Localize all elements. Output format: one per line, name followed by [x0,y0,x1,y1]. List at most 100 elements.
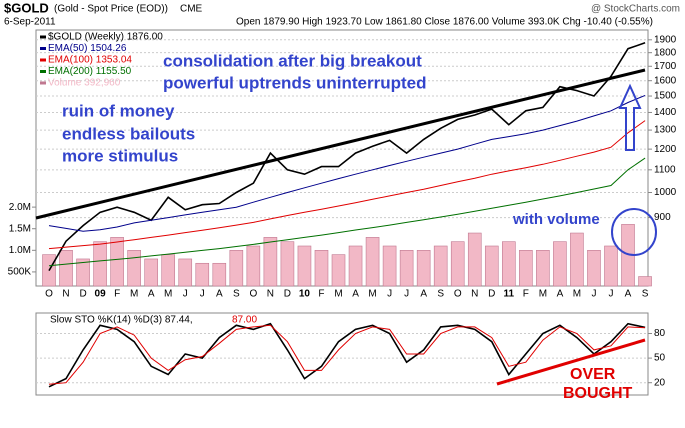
annotation: consolidation after big breakout [163,51,422,70]
y-tick-label: 900 [654,212,671,223]
volume-circle [611,208,657,256]
volume-bar [161,254,176,287]
x-tick-label: A [352,289,359,300]
volume-bar [127,250,141,287]
up-arrow [618,83,642,151]
x-tick-label: F [523,289,529,300]
annotation: BOUGHT [563,385,633,402]
volume-bar [263,237,278,287]
volume-bar [433,245,448,287]
legend-label: EMA(200) 1155.50 [48,66,132,77]
volume-bar [59,250,73,287]
y-tick-label: 1300 [654,125,677,136]
x-tick-label: N [267,289,274,300]
x-tick-label: M [130,289,138,300]
symbol: $GOLD [4,0,49,15]
y2-tick-label: 500K [8,267,32,278]
y-tick-label: 1000 [654,187,677,198]
volume-bar [553,241,567,287]
annotation: with volume [512,211,600,228]
x-tick-label: D [284,289,291,300]
legend-label: EMA(50) 1504.26 [48,43,127,54]
x-tick-label: 11 [504,289,515,300]
quote: Open 1879.90 High 1923.70 Low 1861.80 Cl… [236,17,653,28]
volume-bar [450,241,465,287]
volume-bar [297,245,312,287]
date: 6-Sep-2011 [4,17,56,28]
x-tick-label: O [454,289,462,300]
y-tick-label: 1800 [654,47,677,58]
volume-bar [484,245,499,287]
volume-bar [212,262,227,287]
y-tick-label: 1100 [654,164,676,175]
volume-bar [519,250,533,287]
series-line [48,120,646,250]
x-tick-label: A [420,289,427,300]
annotation: endless bailouts [62,124,195,143]
x-tick-label: J [200,289,205,300]
volume-bar [416,250,431,287]
x-tick-label: A [216,289,223,300]
volume-bar [604,245,618,287]
volume-bar [502,241,516,287]
series-line [48,322,646,388]
y-tick-label: 1500 [654,91,677,102]
x-tick-label: F [318,289,324,300]
legend-label: EMA(100) 1353.04 [48,55,132,66]
volume-bar [587,250,601,287]
x-tick-label: F [114,289,120,300]
x-tick-label: M [539,289,547,300]
volume-bar [348,245,363,287]
annotation: ruin of money [62,101,175,120]
x-tick-label: A [557,289,564,300]
legend-label: Slow STO %K(14) %D(3) 87.44, [50,315,193,326]
x-tick-label: M [334,289,342,300]
x-tick-label: M [573,289,581,300]
volume-bar [382,245,397,287]
annotation: powerful uptrends uninterrupted [163,73,427,92]
x-tick-label: J [183,289,188,300]
x-tick-label: A [148,289,155,300]
plot: 900 1000 1100 1200 1300 1400 1500 1600 1700 1800 1… [8,32,677,403]
x-tick-label: J [387,289,392,300]
volume-bar [399,250,414,287]
volume-bar [144,258,158,287]
volume-bar [280,241,295,287]
volume-bar [76,258,90,287]
price-panel [35,29,649,287]
y2-tick-label: 1.0M [9,245,31,256]
volume-bar [195,262,210,287]
volume-bar [638,276,652,287]
legend-label: $GOLD (Weekly) 1876.00 [48,32,163,43]
x-tick-label: D [79,289,86,300]
series-line [48,324,646,385]
x-tick-label: N [471,289,478,300]
instrument-name: (Gold - Spot Price (EOD)) [54,4,168,15]
volume-bar [93,241,107,287]
series-line [48,42,646,272]
y2-tick-label: 1.5M [9,223,31,234]
x-tick-label: S [437,289,444,300]
exchange: CME [180,4,203,15]
y-tick-label: 80 [654,328,666,339]
volume-bar [536,250,550,287]
volume-bar [314,250,329,287]
y-tick-label: 1600 [654,75,677,86]
volume-bar [110,237,124,287]
legend-label: 87.00 [232,315,257,326]
stoch-trendline [496,338,646,386]
y-tick-label: 1400 [654,107,677,118]
volume-bar [365,237,380,287]
y-tick-label: 1200 [654,144,677,155]
volume-bar [229,250,244,287]
x-tick-label: J [404,289,409,300]
y2-tick-label: 2.0M [9,202,31,213]
source: @ StockCharts.com [591,4,680,15]
x-tick-label: A [625,289,632,300]
x-tick-label: 10 [299,289,311,300]
y-tick-label: 20 [654,377,666,388]
volume-bar [570,232,584,287]
x-tick-label: N [62,289,69,300]
x-tick-label: S [642,289,649,300]
